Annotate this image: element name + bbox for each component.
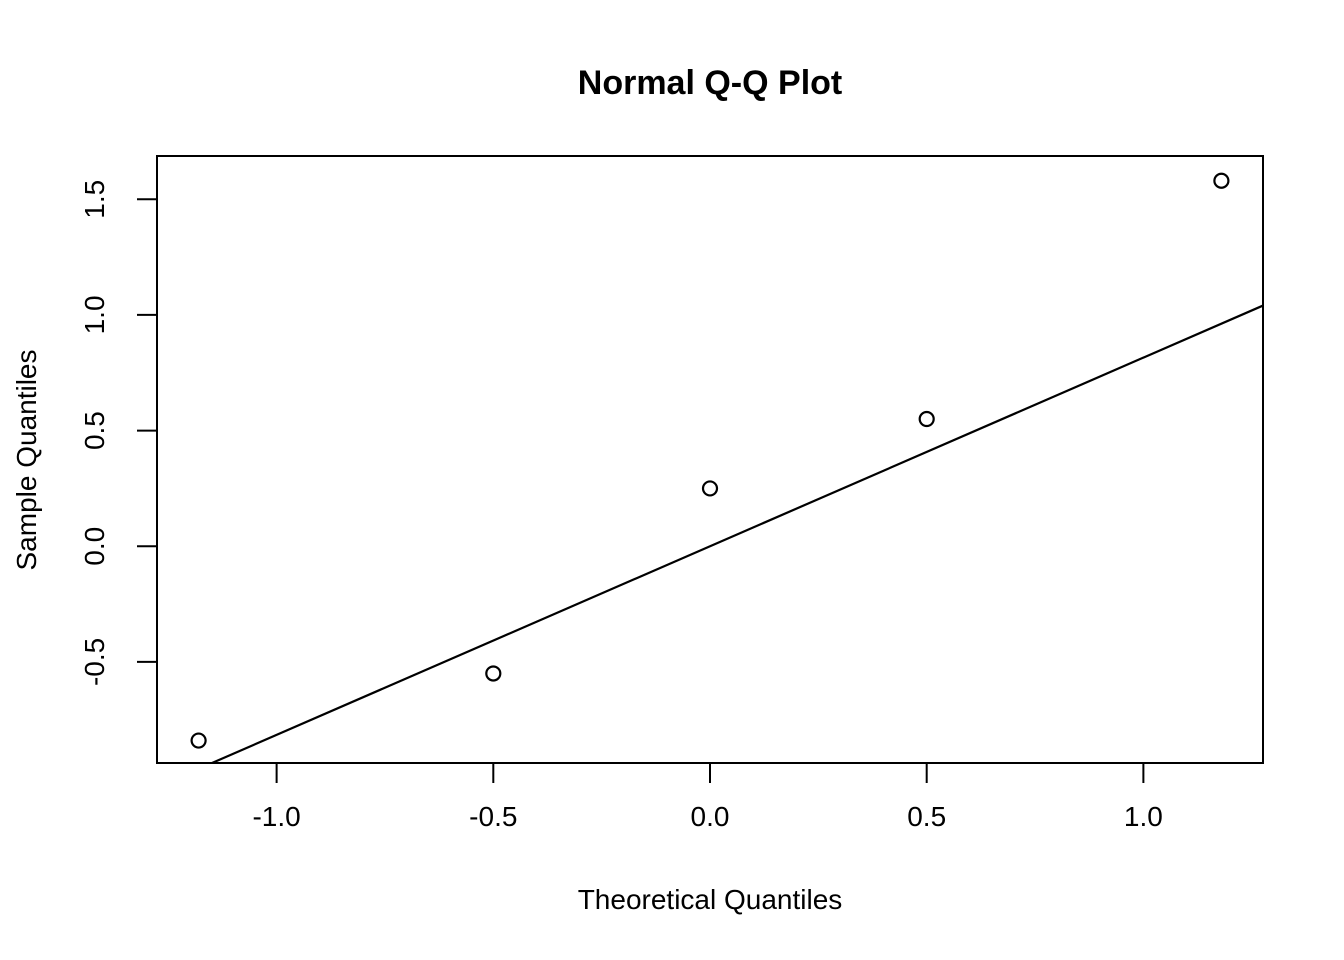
- data-point: [190, 732, 207, 749]
- x-tick-label: 0.0: [691, 801, 730, 832]
- y-tick-label: -0.5: [79, 638, 110, 686]
- data-point: [485, 665, 502, 682]
- x-axis: -1.0 -0.5 0.0 0.5 1.0: [252, 763, 1163, 832]
- plot-box: [156, 155, 1264, 764]
- y-axis-label: Sample Quantiles: [11, 349, 42, 570]
- data-points-group: [190, 172, 1230, 749]
- qq-reference-line: [211, 304, 1264, 765]
- plot-title: Normal Q-Q Plot: [578, 64, 842, 102]
- y-tick-label: 0.0: [79, 527, 110, 566]
- data-point: [701, 480, 719, 497]
- data-point: [1213, 172, 1230, 189]
- y-tick-label: 1.0: [79, 295, 110, 334]
- y-tick-label: 0.5: [79, 411, 110, 450]
- data-point: [918, 410, 935, 428]
- x-axis-label: Theoretical Quantiles: [578, 884, 843, 915]
- reference-line-group: [211, 304, 1264, 765]
- plot-frame: [156, 155, 1264, 764]
- x-tick-label: 1.0: [1124, 801, 1163, 832]
- y-axis: -0.5 0.0 0.5 1.0 1.5: [79, 180, 157, 686]
- x-tick-label: -1.0: [252, 801, 300, 832]
- x-tick-label: -0.5: [469, 801, 517, 832]
- y-tick-label: 1.5: [79, 180, 110, 219]
- x-tick-label: 0.5: [907, 801, 946, 832]
